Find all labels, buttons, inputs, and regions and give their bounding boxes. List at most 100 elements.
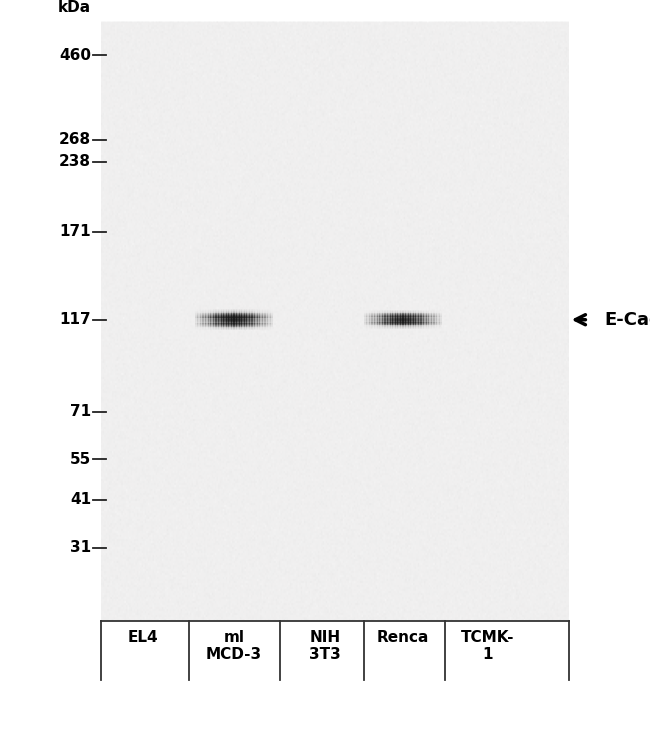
Bar bbox=[267, 328, 270, 329]
Bar bbox=[207, 329, 211, 331]
Bar bbox=[220, 318, 224, 319]
Bar bbox=[231, 317, 235, 318]
Bar bbox=[228, 324, 232, 325]
Bar bbox=[267, 321, 270, 322]
Text: 41: 41 bbox=[70, 492, 91, 507]
Bar bbox=[226, 309, 229, 310]
Bar bbox=[267, 311, 270, 312]
Bar bbox=[267, 329, 270, 330]
Bar bbox=[259, 309, 263, 310]
Bar bbox=[205, 314, 209, 315]
Bar bbox=[257, 323, 261, 324]
Bar bbox=[228, 313, 232, 314]
Bar bbox=[203, 313, 206, 314]
Bar bbox=[228, 312, 232, 313]
Bar bbox=[257, 324, 261, 325]
Bar bbox=[265, 316, 268, 317]
Bar bbox=[252, 326, 255, 327]
Bar bbox=[257, 329, 261, 331]
Bar bbox=[207, 311, 211, 312]
Bar bbox=[200, 313, 203, 314]
Bar bbox=[215, 322, 219, 323]
Bar bbox=[236, 313, 240, 314]
Bar bbox=[267, 315, 270, 316]
Bar bbox=[265, 313, 268, 314]
Bar bbox=[210, 322, 214, 323]
Bar bbox=[205, 322, 209, 323]
Bar bbox=[270, 320, 273, 321]
Bar bbox=[215, 327, 219, 328]
Bar bbox=[270, 313, 273, 314]
Bar bbox=[218, 313, 222, 314]
Bar bbox=[246, 314, 250, 315]
Bar bbox=[239, 329, 242, 330]
Bar bbox=[198, 322, 201, 323]
Bar bbox=[210, 311, 214, 312]
Bar bbox=[267, 319, 270, 320]
Bar bbox=[241, 326, 245, 327]
Bar bbox=[220, 323, 224, 324]
Text: kDa: kDa bbox=[58, 0, 91, 15]
Bar bbox=[233, 310, 237, 311]
Bar bbox=[226, 311, 229, 312]
Bar bbox=[207, 322, 211, 323]
Bar bbox=[233, 324, 237, 325]
Bar bbox=[267, 320, 270, 321]
Bar bbox=[239, 328, 242, 329]
Bar bbox=[267, 313, 270, 314]
Bar bbox=[226, 324, 229, 325]
Bar bbox=[198, 315, 201, 316]
Bar bbox=[226, 310, 229, 311]
Bar bbox=[198, 323, 201, 324]
Bar bbox=[262, 314, 265, 315]
Bar bbox=[223, 309, 227, 310]
Bar bbox=[239, 322, 242, 323]
Bar bbox=[195, 324, 198, 325]
Bar bbox=[205, 309, 209, 310]
Bar bbox=[233, 311, 237, 312]
Bar bbox=[220, 328, 224, 329]
Bar bbox=[207, 311, 211, 312]
Bar bbox=[228, 320, 232, 321]
Bar bbox=[241, 318, 245, 319]
Bar bbox=[257, 318, 261, 319]
Bar bbox=[236, 312, 240, 313]
Bar bbox=[195, 321, 198, 322]
Bar bbox=[244, 313, 248, 314]
Bar bbox=[246, 317, 250, 318]
Bar bbox=[223, 309, 227, 310]
Bar bbox=[236, 318, 240, 319]
Bar bbox=[198, 320, 201, 321]
Text: Renca: Renca bbox=[377, 630, 429, 645]
Bar bbox=[265, 311, 268, 312]
Bar bbox=[233, 323, 237, 324]
Bar bbox=[207, 320, 211, 321]
Bar bbox=[254, 322, 258, 323]
Bar bbox=[210, 313, 214, 314]
Bar bbox=[200, 315, 203, 316]
Bar bbox=[215, 316, 219, 317]
Bar bbox=[213, 318, 216, 319]
Bar bbox=[257, 317, 261, 318]
Bar bbox=[223, 317, 227, 318]
Bar bbox=[267, 312, 270, 313]
Bar bbox=[220, 313, 224, 314]
Bar bbox=[239, 317, 242, 318]
Bar bbox=[220, 309, 224, 310]
Bar bbox=[213, 312, 216, 313]
Bar bbox=[262, 318, 265, 319]
Bar bbox=[257, 315, 261, 316]
Bar bbox=[249, 321, 253, 322]
Bar bbox=[198, 313, 201, 314]
Bar bbox=[226, 317, 229, 318]
Bar bbox=[198, 317, 201, 318]
Text: E-Cadherin: E-Cadherin bbox=[604, 311, 650, 329]
Bar bbox=[249, 315, 253, 316]
Bar bbox=[241, 320, 245, 321]
Bar bbox=[267, 310, 270, 311]
Bar bbox=[241, 317, 245, 318]
Bar bbox=[231, 320, 235, 321]
Bar bbox=[200, 316, 203, 317]
Bar bbox=[254, 309, 258, 310]
Bar bbox=[262, 324, 265, 325]
